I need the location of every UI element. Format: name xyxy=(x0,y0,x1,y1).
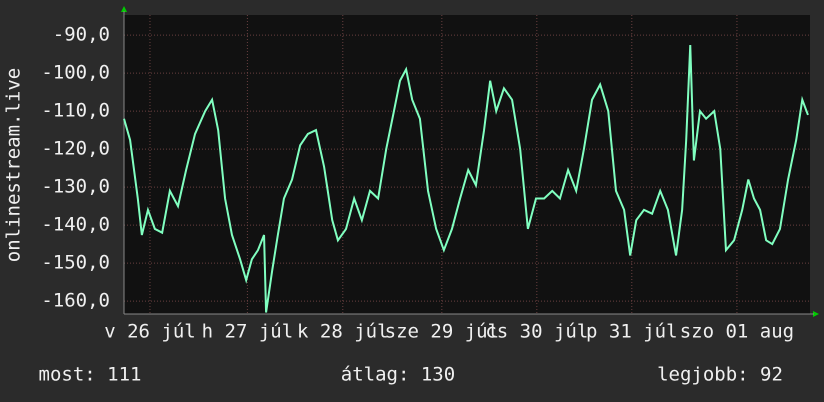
y-tick-label: -120,0 xyxy=(41,138,110,160)
axis-arrow xyxy=(121,6,127,12)
x-tick-label: k 28 júl xyxy=(297,321,389,343)
x-tick-label: v 26 júl xyxy=(104,321,196,343)
footer-average: átlag: 130 xyxy=(341,364,455,386)
x-tick-label: h 27 júl xyxy=(202,321,294,343)
data-line xyxy=(123,44,809,313)
y-tick-label: -110,0 xyxy=(41,100,110,122)
x-tick-label: szo 01 aug xyxy=(680,321,794,343)
footer-best: legjobb: 92 xyxy=(657,364,783,386)
y-tick-label: -100,0 xyxy=(41,62,110,84)
x-tick-label: sze 29 júl xyxy=(385,321,499,343)
y-tick-label: -90,0 xyxy=(53,24,110,46)
y-axis-label: onlinestream.live xyxy=(3,68,25,262)
footer-current: most: 111 xyxy=(39,364,142,386)
axis-arrow xyxy=(813,311,819,317)
x-tick-label: p 31 júl xyxy=(586,321,678,343)
plot-area xyxy=(124,15,810,314)
y-tick-label: -150,0 xyxy=(41,252,110,274)
x-tick-label: cs 30 júl xyxy=(485,321,588,343)
y-tick-label: -160,0 xyxy=(41,290,110,312)
y-tick-label: -130,0 xyxy=(41,176,110,198)
y-tick-label: -140,0 xyxy=(41,214,110,236)
